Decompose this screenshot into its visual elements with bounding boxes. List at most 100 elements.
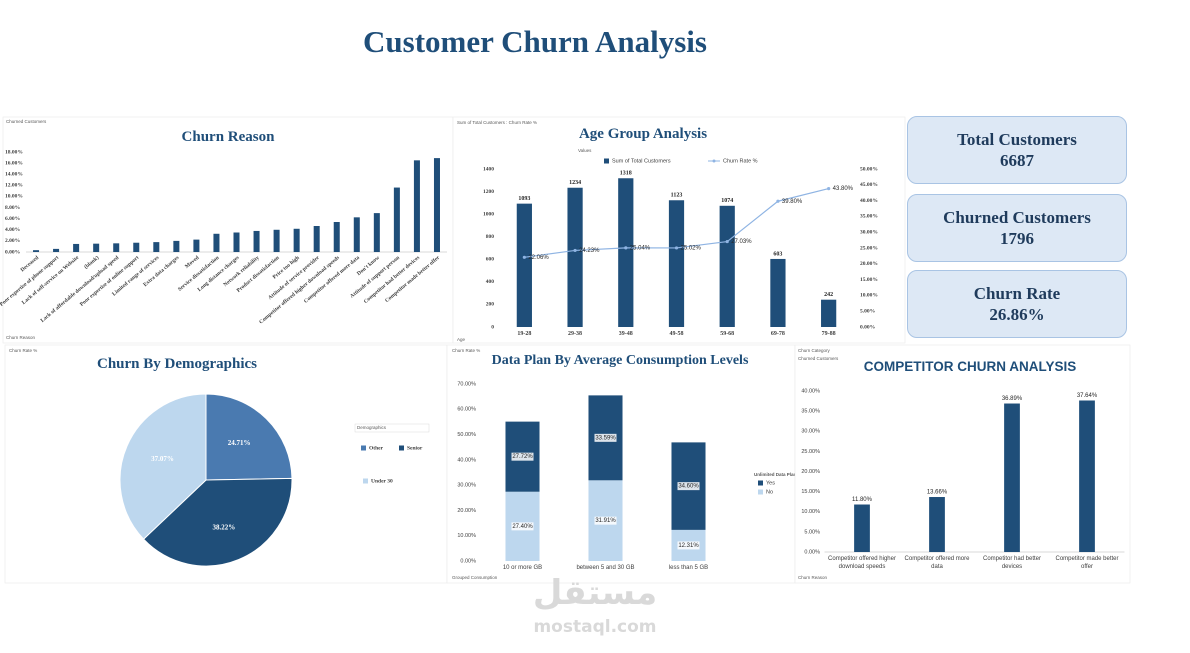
y-tick-label: 10.00%: [457, 533, 476, 539]
bar: [133, 242, 140, 252]
legend-swatch: [604, 158, 609, 164]
bar: [719, 205, 735, 327]
bar: [253, 230, 260, 252]
field-button: Age: [457, 337, 466, 342]
data-label: 37.07%: [151, 455, 174, 463]
y-tick-label: 8.00%: [5, 205, 20, 211]
field-button: Values: [578, 148, 592, 153]
watermark: مستقل: [532, 573, 658, 613]
y-tick-label: 20.00%: [801, 469, 820, 475]
legend-swatch: [399, 445, 404, 451]
bar: [113, 243, 120, 252]
y-tick-label: 800: [486, 234, 495, 240]
y-tick-label: 1200: [483, 189, 494, 195]
data-label: 1093: [518, 196, 530, 202]
data-label: 11.80%: [852, 497, 873, 503]
bar: [821, 299, 837, 327]
y-tick-label: 40.00%: [801, 388, 820, 394]
y2-tick-label: 5.00%: [860, 308, 875, 314]
y2-tick-label: 0.00%: [860, 324, 875, 330]
legend-title-box: [354, 423, 430, 433]
y-tick-label: 6.00%: [5, 216, 20, 222]
field-button: Churn Rate %: [9, 348, 37, 353]
bar: [1004, 403, 1020, 552]
field-button: Churn Rate %: [452, 348, 480, 353]
y2-tick-label: 30.00%: [860, 229, 878, 235]
legend-swatch: [363, 478, 368, 484]
x-tick-label: Competitor offered more data: [904, 556, 970, 570]
x-tick-label: 49-58: [669, 331, 684, 337]
data-label: 37.64%: [1077, 393, 1098, 399]
kpi-label: Churned Customers: [943, 207, 1091, 227]
legend-title: Demographics: [357, 425, 387, 430]
data-label: 39.80%: [782, 199, 803, 205]
data-label: 27.72%: [512, 454, 533, 460]
chart-title: COMPETITOR CHURN ANALYSIS: [863, 359, 1077, 374]
legend-label: Churn Rate %: [723, 158, 758, 164]
y-tick-label: 10.00%: [801, 509, 820, 515]
page-title: Customer Churn Analysis: [363, 24, 707, 59]
bar: [53, 248, 60, 252]
kpi-value: 26.86%: [989, 305, 1045, 324]
y-tick-label: 5.00%: [804, 529, 820, 535]
bar: [433, 158, 440, 252]
y-tick-label: 600: [486, 257, 495, 263]
data-label-box: [594, 433, 617, 442]
bar: [393, 187, 400, 252]
bar: [333, 222, 340, 252]
y-tick-label: 200: [486, 302, 495, 308]
bar: [73, 243, 80, 252]
legend-label: Yes: [766, 480, 775, 486]
bar: [93, 243, 100, 252]
y-tick-label: 60.00%: [457, 407, 476, 413]
y-tick-label: 0.00%: [460, 558, 476, 564]
bar: [929, 497, 945, 552]
bar: [293, 228, 300, 252]
y2-tick-label: 25.00%: [860, 245, 878, 251]
kpi-label: Total Customers: [957, 129, 1077, 149]
field-button: Churned Customers: [6, 119, 47, 124]
x-tick-label: less than 5 GB: [668, 565, 709, 571]
kpi-card: Churned Customers 1796: [907, 194, 1127, 262]
bar: [770, 258, 786, 327]
data-label: 27.03%: [731, 239, 752, 245]
line-point: [725, 239, 729, 244]
legend-title: Unlimited Data Plan: [754, 472, 797, 477]
data-label: 603: [773, 251, 782, 257]
x-tick-label: between 5 and 30 GB: [576, 565, 635, 571]
y-tick-label: 15.00%: [801, 489, 820, 495]
y2-tick-label: 35.00%: [860, 214, 878, 220]
y2-tick-label: 45.00%: [860, 182, 878, 188]
x-tick-label: 69-78: [770, 331, 785, 337]
data-label: 12.31%: [678, 543, 699, 549]
panel: [2, 116, 454, 344]
data-label: 13.66%: [927, 490, 948, 496]
data-label: 24.71%: [228, 439, 251, 447]
bar: [413, 160, 420, 252]
bar: [373, 213, 380, 252]
y-tick-label: 0: [491, 324, 494, 330]
line-point: [624, 246, 628, 250]
data-label-box: [511, 522, 534, 531]
legend-swatch: [712, 159, 716, 163]
kpi-card: Total Customers 6687: [907, 116, 1127, 184]
x-tick-label: Competitor offered higher download speed…: [828, 556, 896, 570]
data-label: 27.40%: [512, 524, 533, 530]
y-tick-label: 40.00%: [457, 457, 476, 463]
data-label-box: [594, 516, 617, 525]
legend-swatch: [758, 489, 763, 495]
x-tick-label: 19-28: [517, 331, 532, 337]
x-tick-label: 39-48: [618, 331, 633, 337]
kpi-value: 6687: [1000, 151, 1034, 170]
data-label: 31.91%: [595, 518, 616, 524]
y-tick-label: 14.00%: [5, 171, 23, 177]
bar: [153, 242, 160, 252]
pie-slice: [142, 477, 293, 567]
bar: [618, 178, 634, 327]
field-button: Grouped Consumption: [452, 575, 498, 580]
y-tick-label: 35.00%: [801, 409, 820, 415]
data-label: 1318: [620, 171, 632, 177]
x-tick-label: 29-38: [568, 331, 583, 337]
x-tick-label: Competitor had better devices: [982, 556, 1042, 570]
